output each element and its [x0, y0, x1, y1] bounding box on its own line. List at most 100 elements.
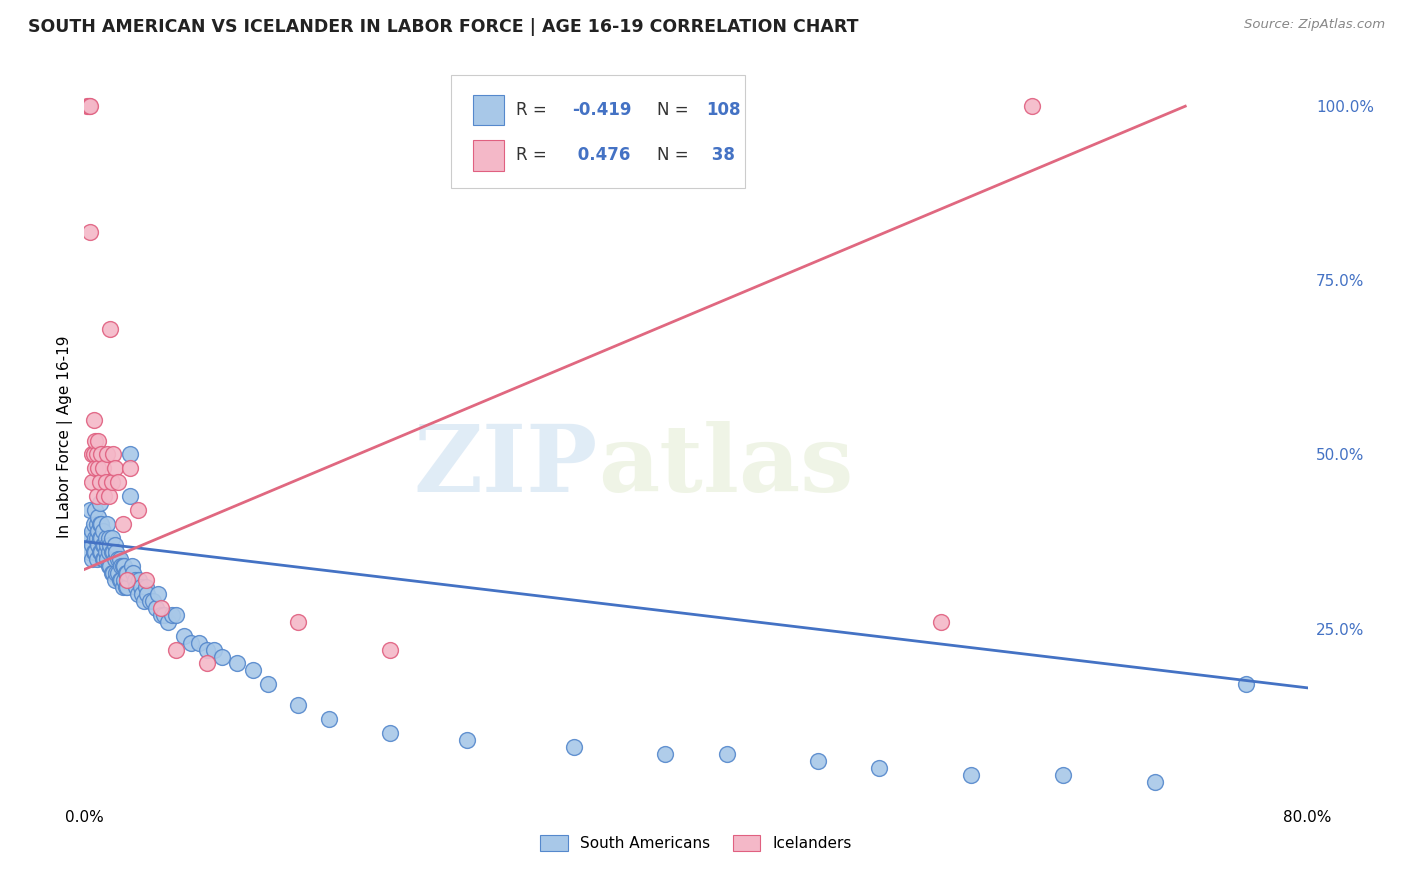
Point: [114, 566, 136, 580]
Point: [84, 545, 107, 559]
Point: [80, 538, 103, 552]
Point: [1143, 775, 1166, 789]
Point: [124, 573, 146, 587]
Point: [114, 580, 136, 594]
Text: Source: ZipAtlas.com: Source: ZipAtlas.com: [1244, 18, 1385, 31]
Point: [77, 99, 100, 113]
Point: [929, 615, 952, 629]
FancyBboxPatch shape: [451, 75, 745, 188]
Point: [108, 552, 131, 566]
Point: [93, 489, 115, 503]
Point: [127, 503, 149, 517]
Point: [94, 475, 117, 490]
Point: [97, 489, 120, 503]
Point: [142, 594, 165, 608]
Point: [79, 99, 101, 113]
Point: [132, 594, 155, 608]
Point: [80, 552, 103, 566]
Point: [89, 545, 111, 559]
Point: [1236, 677, 1258, 691]
Point: [131, 587, 153, 601]
Point: [107, 566, 129, 580]
Point: [120, 461, 142, 475]
Point: [145, 600, 167, 615]
Point: [242, 664, 264, 678]
Point: [180, 635, 202, 649]
Point: [807, 754, 830, 768]
Point: [149, 607, 172, 622]
FancyBboxPatch shape: [474, 95, 503, 126]
Point: [562, 740, 585, 755]
Point: [111, 580, 134, 594]
Point: [96, 538, 118, 552]
Point: [86, 448, 108, 462]
Point: [103, 448, 125, 462]
Point: [202, 642, 225, 657]
Point: [103, 545, 125, 559]
Point: [110, 573, 132, 587]
Point: [91, 538, 114, 552]
Point: [105, 545, 128, 559]
Point: [195, 657, 218, 671]
Point: [211, 649, 233, 664]
Point: [83, 448, 105, 462]
Point: [115, 566, 138, 580]
Point: [112, 558, 135, 573]
Point: [87, 538, 110, 552]
Point: [111, 558, 134, 573]
Point: [87, 524, 110, 538]
Point: [121, 558, 143, 573]
Point: [654, 747, 676, 761]
Point: [84, 531, 107, 545]
Text: 0.476: 0.476: [572, 146, 631, 164]
Point: [89, 531, 111, 545]
Point: [127, 587, 149, 601]
Point: [160, 607, 183, 622]
Point: [98, 538, 121, 552]
Point: [96, 517, 118, 532]
Point: [87, 510, 110, 524]
Point: [97, 545, 120, 559]
Point: [226, 657, 249, 671]
Point: [83, 517, 105, 532]
Point: [83, 545, 105, 559]
Text: N =: N =: [657, 101, 689, 120]
Point: [90, 545, 112, 559]
Point: [115, 573, 138, 587]
Point: [94, 545, 117, 559]
Point: [101, 566, 124, 580]
Point: [96, 448, 118, 462]
Point: [90, 448, 112, 462]
Point: [80, 448, 103, 462]
Point: [93, 552, 115, 566]
Point: [79, 503, 101, 517]
Point: [89, 496, 111, 510]
Point: [91, 461, 114, 475]
Point: [108, 573, 131, 587]
Point: [76, 99, 98, 113]
Point: [157, 615, 180, 629]
Point: [101, 545, 124, 559]
Point: [84, 503, 107, 517]
Point: [112, 573, 135, 587]
Point: [111, 517, 134, 532]
Point: [93, 538, 115, 552]
Point: [287, 698, 309, 713]
Point: [1021, 99, 1043, 113]
Point: [87, 461, 110, 475]
Text: ZIP: ZIP: [413, 421, 598, 511]
Point: [716, 747, 738, 761]
Point: [287, 615, 309, 629]
Point: [97, 531, 120, 545]
Point: [107, 475, 129, 490]
Point: [84, 461, 107, 475]
Point: [104, 552, 127, 566]
Text: atlas: atlas: [598, 421, 853, 511]
Point: [101, 475, 124, 490]
Point: [105, 566, 128, 580]
Y-axis label: In Labor Force | Age 16-19: In Labor Force | Age 16-19: [58, 335, 73, 539]
Point: [89, 475, 111, 490]
Point: [195, 642, 218, 657]
Point: [87, 434, 110, 448]
Point: [86, 489, 108, 503]
